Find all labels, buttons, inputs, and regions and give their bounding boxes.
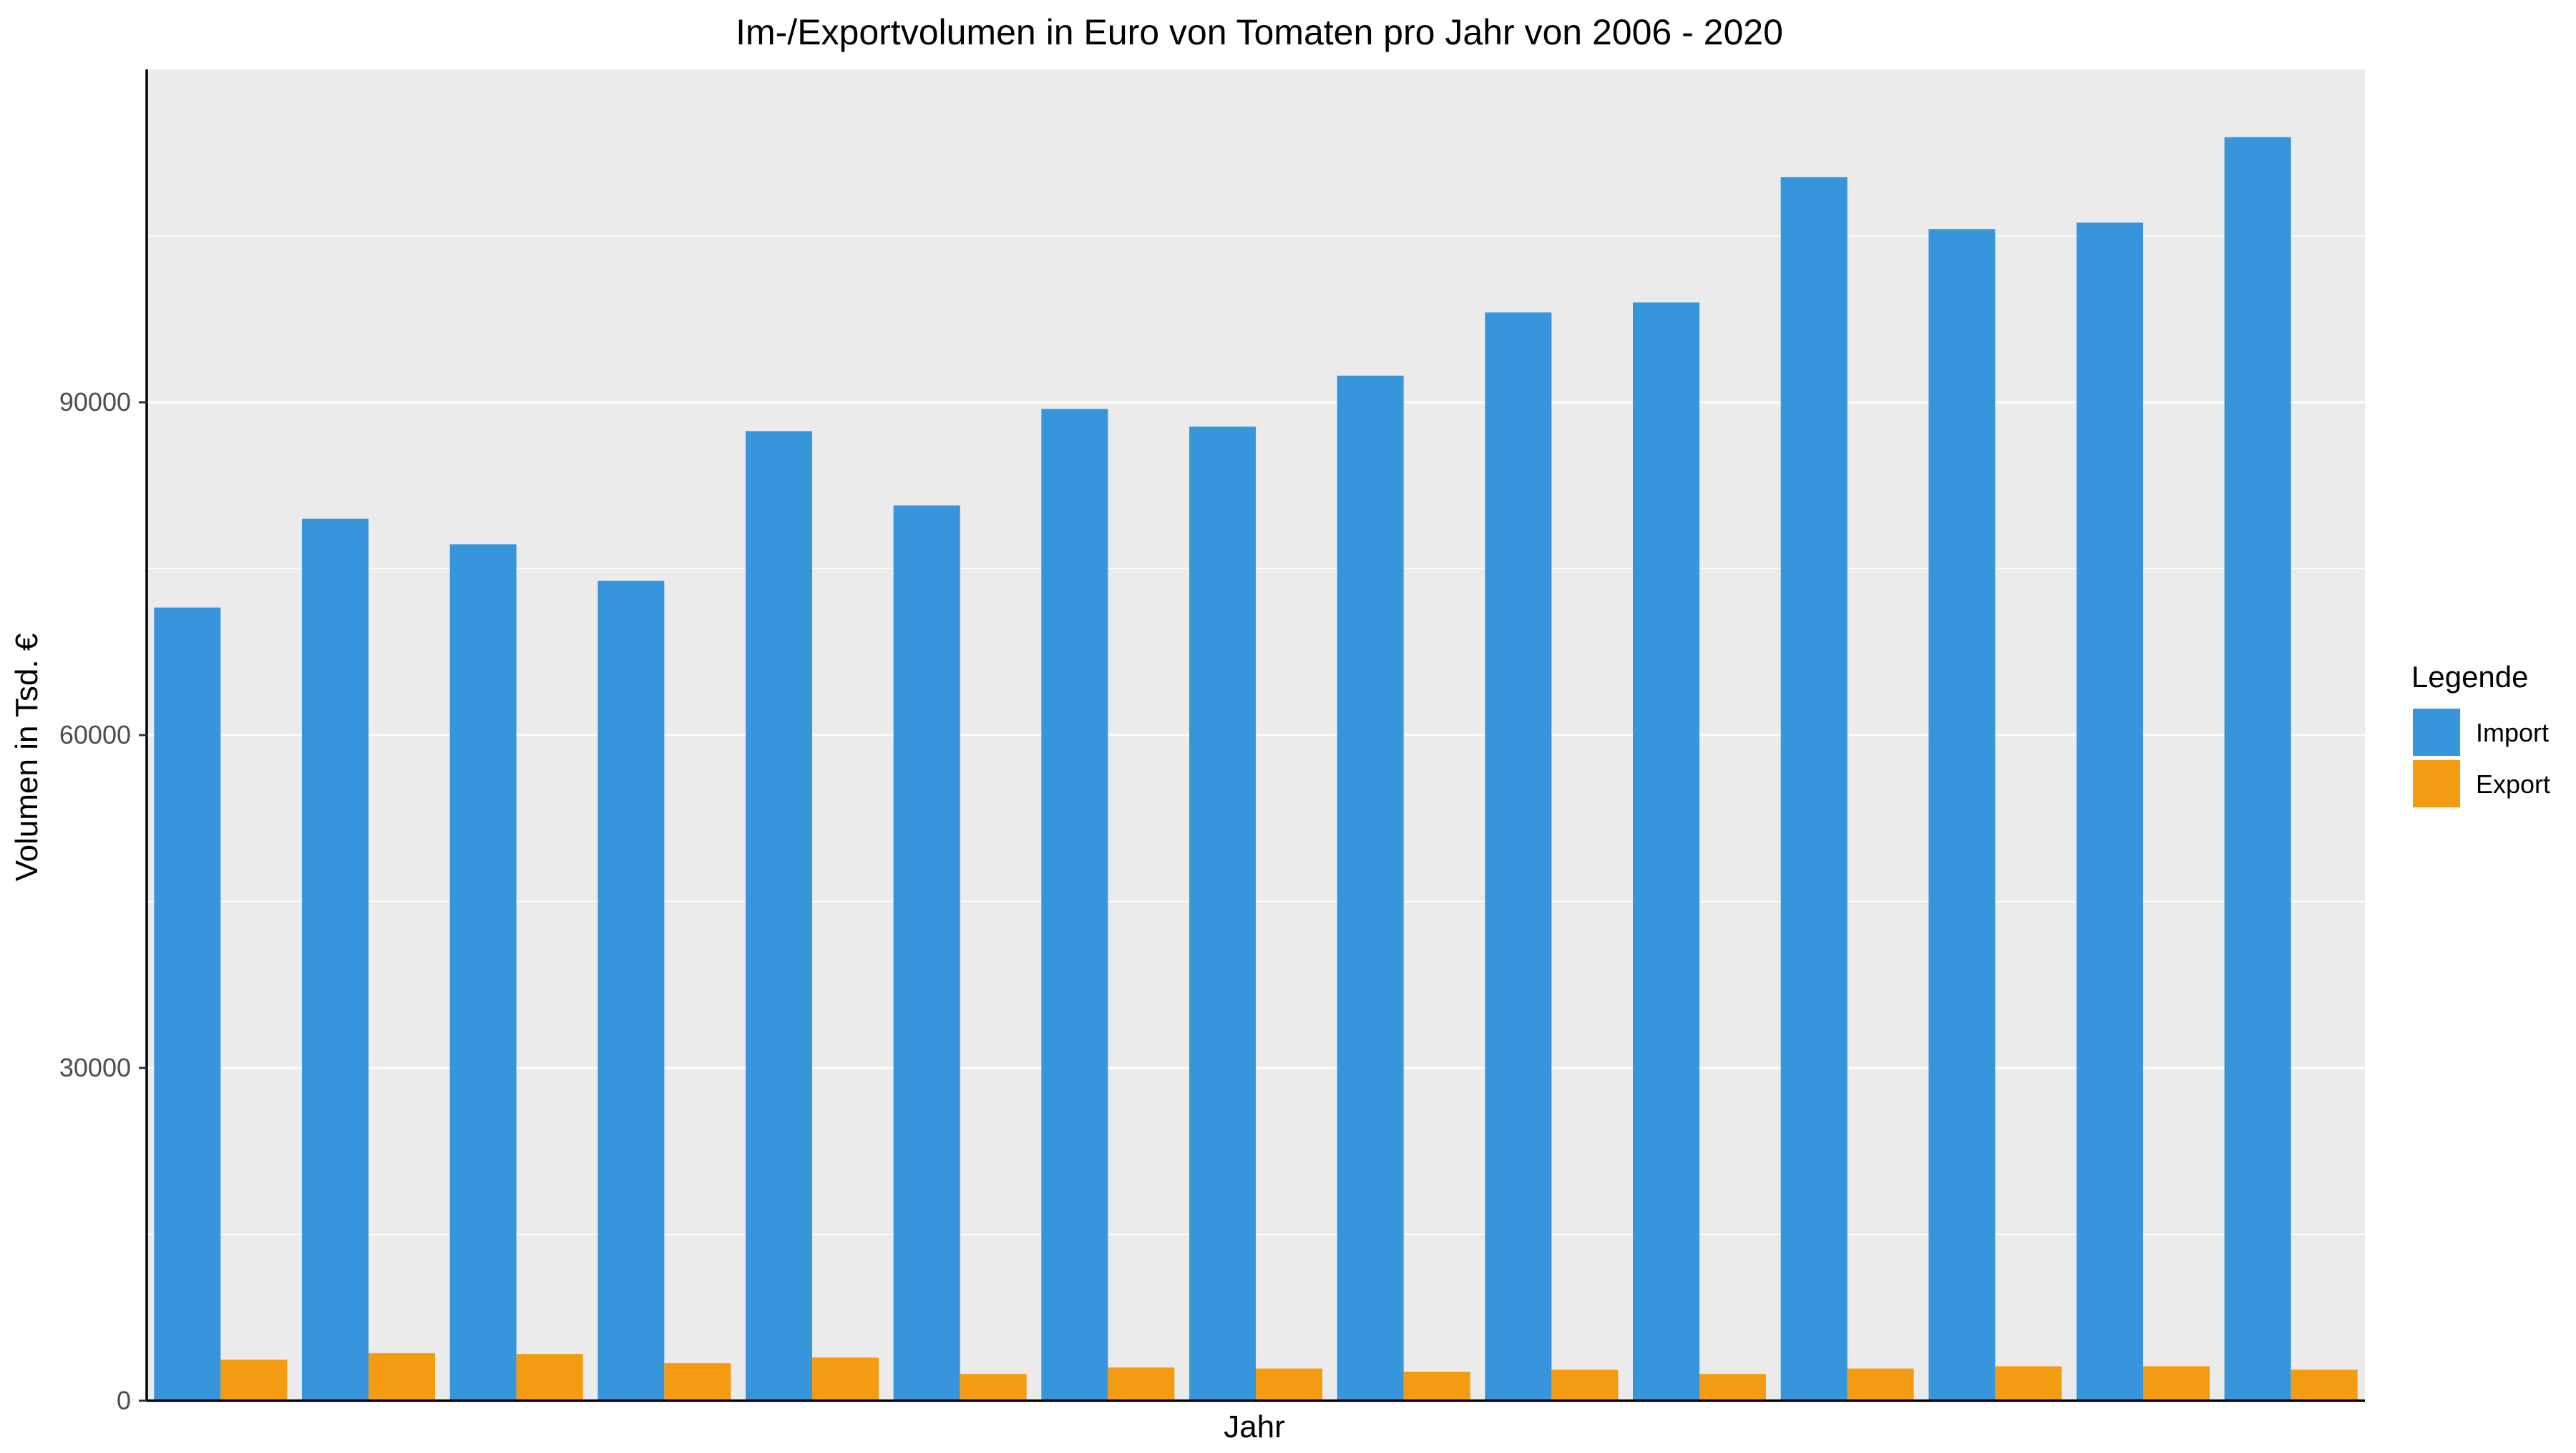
bar-import-12 <box>1780 177 1848 1401</box>
bar-export-15 <box>2290 1369 2358 1401</box>
bar-export-10 <box>1551 1369 1619 1401</box>
bar-export-8 <box>1256 1369 1322 1401</box>
bars <box>154 137 2358 1401</box>
bar-export-11 <box>1699 1374 1766 1401</box>
bar-import-14 <box>2077 222 2143 1401</box>
legend-key-import <box>2413 709 2460 756</box>
legend-label-import: Import <box>2476 718 2549 747</box>
bar-import-2 <box>302 518 369 1401</box>
bar-import-9 <box>1337 375 1404 1401</box>
chart-title: Im-/Exportvolumen in Euro von Tomaten pr… <box>736 12 1783 52</box>
y-axis-ticks: 0 30000 60000 90000 <box>59 387 147 1415</box>
bar-export-14 <box>2143 1366 2210 1401</box>
bar-import-8 <box>1189 427 1256 1401</box>
bar-import-5 <box>746 431 812 1401</box>
legend: Legende Import Export <box>2411 660 2550 807</box>
legend-title: Legende <box>2411 660 2529 694</box>
bar-export-7 <box>1108 1367 1175 1401</box>
y-axis-title: Volumen in Tsd. € <box>9 633 44 882</box>
bar-import-1 <box>154 607 221 1401</box>
x-axis-title: Jahr <box>1224 1409 1285 1444</box>
bar-import-6 <box>893 505 960 1401</box>
bar-import-7 <box>1041 409 1108 1401</box>
y-tick-label: 30000 <box>59 1053 131 1082</box>
bar-export-6 <box>960 1374 1027 1401</box>
bar-import-10 <box>1485 312 1552 1401</box>
bar-export-4 <box>664 1363 731 1401</box>
bar-export-1 <box>220 1359 288 1401</box>
bar-export-9 <box>1403 1371 1470 1401</box>
legend-label-export: Export <box>2476 769 2550 799</box>
bar-export-12 <box>1847 1369 1914 1401</box>
bar-import-13 <box>1928 229 1996 1401</box>
bar-export-5 <box>812 1357 879 1401</box>
y-tick-label: 90000 <box>59 387 131 417</box>
bar-export-2 <box>369 1353 435 1401</box>
bar-export-3 <box>516 1354 583 1401</box>
bar-export-13 <box>1995 1366 2062 1401</box>
bar-import-11 <box>1633 302 1699 1401</box>
bar-import-3 <box>449 544 517 1401</box>
bar-import-15 <box>2224 137 2291 1401</box>
y-tick-label: 0 <box>117 1386 131 1415</box>
bar-import-4 <box>597 580 665 1401</box>
y-tick-label: 60000 <box>59 720 131 749</box>
legend-key-export <box>2413 760 2460 807</box>
